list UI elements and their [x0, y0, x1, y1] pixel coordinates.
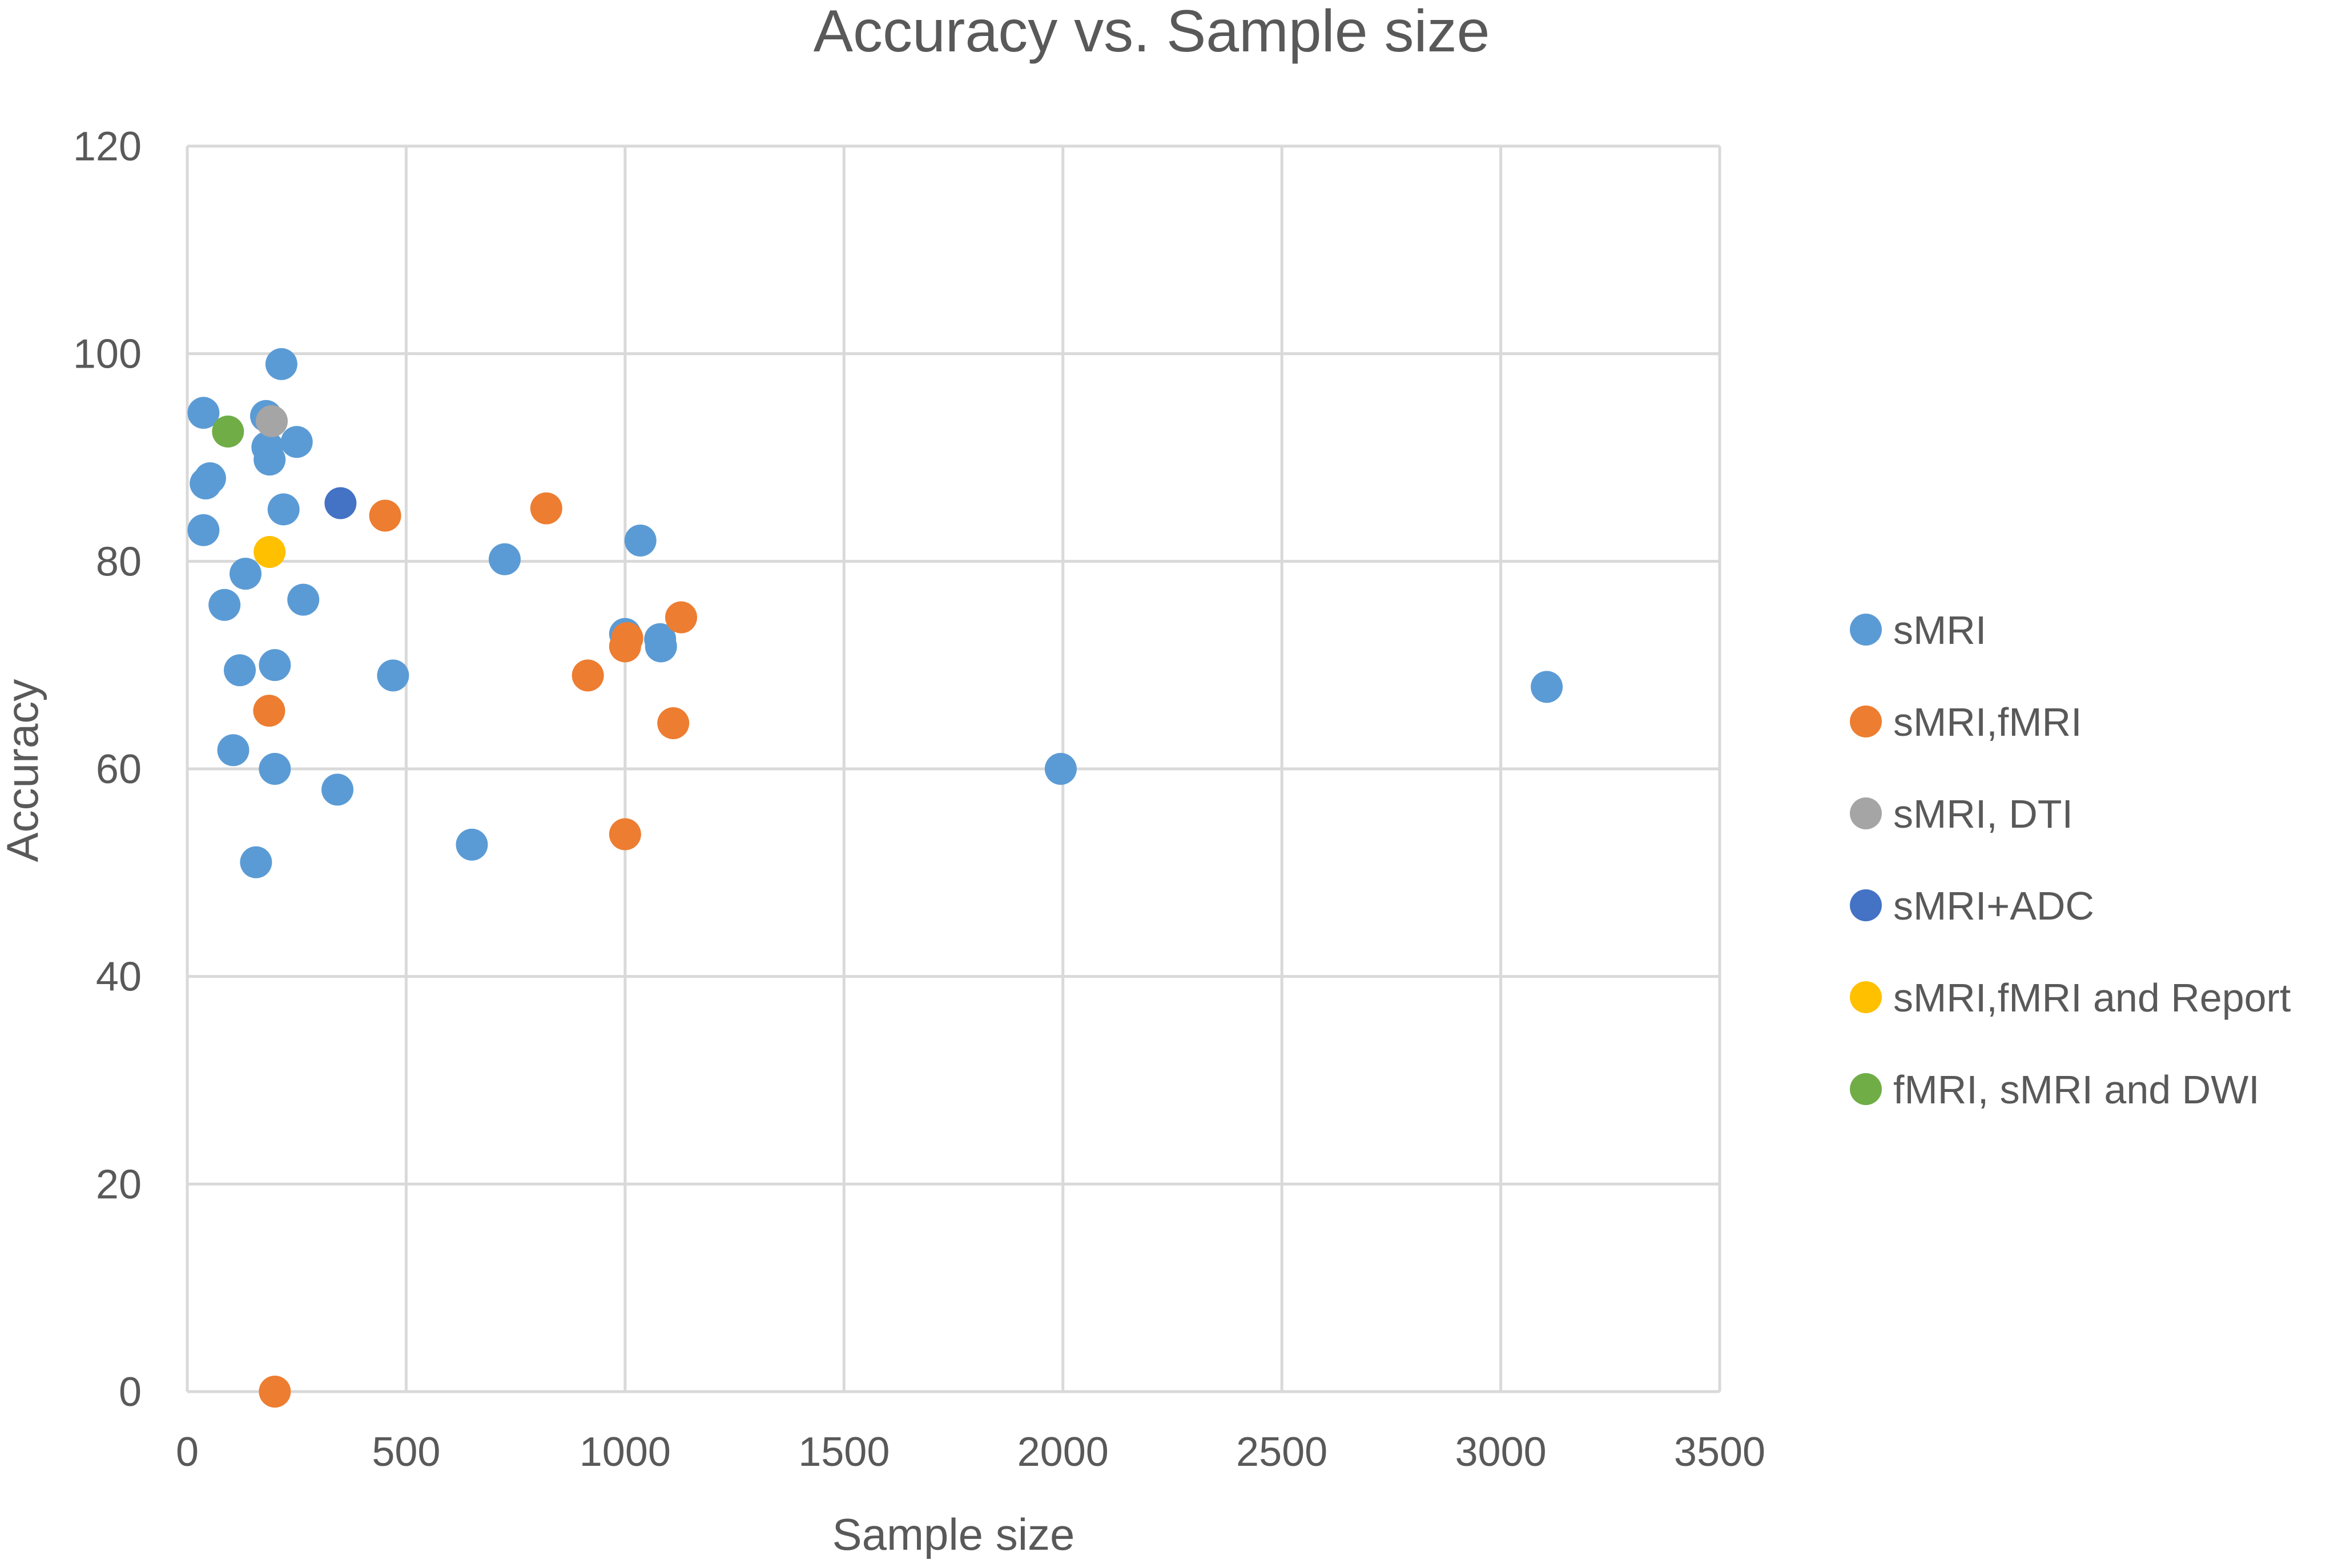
- data-point: [1044, 753, 1077, 785]
- legend-item: sMRI+ADC: [1850, 884, 2094, 928]
- data-point: [265, 348, 297, 380]
- chart-title: Accuracy vs. Sample size: [814, 0, 1490, 65]
- y-tick-label: 40: [96, 954, 142, 1000]
- legend-marker: [1850, 981, 1882, 1013]
- x-tick-label: 3000: [1455, 1429, 1546, 1475]
- data-point: [530, 492, 562, 525]
- data-point: [657, 707, 690, 739]
- legend-marker: [1850, 706, 1882, 737]
- legend-label: sMRI: [1893, 608, 1986, 652]
- data-point: [456, 828, 488, 861]
- data-point: [208, 588, 241, 621]
- legend-label: sMRI,fMRI and Report: [1893, 976, 2291, 1020]
- series-group: [253, 492, 698, 1408]
- legend-item: sMRI,fMRI: [1850, 700, 2082, 744]
- data-point: [377, 659, 409, 692]
- data-points: [187, 348, 1563, 1408]
- data-point: [187, 514, 220, 546]
- data-point: [253, 535, 286, 568]
- data-point: [253, 444, 286, 476]
- series-group: [253, 535, 286, 568]
- x-tick-label: 0: [176, 1429, 199, 1475]
- y-tick-label: 100: [73, 332, 142, 377]
- legend-label: sMRI, DTI: [1893, 792, 2073, 836]
- data-point: [1531, 671, 1563, 703]
- x-tick-label: 1500: [798, 1429, 890, 1475]
- y-tick-label: 20: [96, 1162, 142, 1207]
- data-point: [645, 630, 677, 663]
- y-tick-label: 120: [73, 124, 142, 170]
- legend-marker: [1850, 797, 1882, 829]
- data-point: [224, 654, 256, 687]
- data-point: [212, 416, 244, 448]
- data-point: [324, 487, 357, 519]
- data-point: [267, 493, 300, 526]
- legend-item: sMRI: [1850, 608, 1986, 652]
- x-axis-title: Sample size: [832, 1509, 1075, 1559]
- x-tick-label: 2500: [1236, 1429, 1327, 1475]
- x-tick-label: 3500: [1674, 1429, 1765, 1475]
- legend-item: sMRI, DTI: [1850, 792, 2073, 836]
- series-group: [212, 416, 244, 448]
- data-point: [287, 583, 320, 616]
- data-point: [624, 524, 657, 557]
- data-point: [256, 405, 288, 437]
- series-group: [324, 487, 357, 519]
- data-point: [259, 753, 291, 785]
- x-tick-label: 1000: [580, 1429, 671, 1475]
- legend-label: sMRI,fMRI: [1893, 700, 2082, 744]
- legend-item: fMRI, sMRI and DWI: [1850, 1067, 2260, 1112]
- x-tick-label: 2000: [1017, 1429, 1109, 1475]
- legend-label: sMRI+ADC: [1893, 884, 2094, 928]
- data-point: [665, 601, 698, 634]
- legend-marker: [1850, 889, 1882, 921]
- data-point: [229, 558, 261, 590]
- legend-label: fMRI, sMRI and DWI: [1893, 1067, 2260, 1112]
- y-tick-label: 80: [96, 539, 142, 585]
- legend-marker: [1850, 614, 1882, 646]
- data-point: [187, 397, 220, 429]
- legend-marker: [1850, 1073, 1882, 1105]
- y-tick-label: 60: [96, 747, 142, 792]
- data-point: [217, 734, 250, 767]
- legend-item: sMRI,fMRI and Report: [1850, 976, 2291, 1020]
- gridlines: [186, 144, 1721, 1393]
- data-point: [488, 543, 521, 575]
- series-group: [256, 405, 288, 437]
- data-point: [240, 846, 272, 878]
- data-point: [609, 818, 641, 850]
- data-point: [194, 462, 226, 494]
- x-tick-label: 500: [372, 1429, 440, 1475]
- y-tick-label: 0: [119, 1369, 142, 1415]
- data-point: [280, 426, 313, 458]
- tick-labels: 0 20 40 60 80 100 120 0 500 1000 1500 2000 2500 3000 3…: [73, 124, 1765, 1475]
- y-axis-title: Accuracy: [0, 679, 47, 862]
- data-point: [369, 499, 401, 532]
- data-point: [572, 659, 604, 692]
- data-point: [259, 1376, 291, 1408]
- data-point: [321, 773, 354, 806]
- series-group: [187, 348, 1563, 878]
- legend: sMRI sMRI,fMRI sMRI, DTI sMRI+ADC sMRI,fMRI …: [1850, 608, 2291, 1112]
- data-point: [611, 622, 643, 654]
- data-point: [253, 695, 285, 727]
- data-point: [259, 649, 291, 682]
